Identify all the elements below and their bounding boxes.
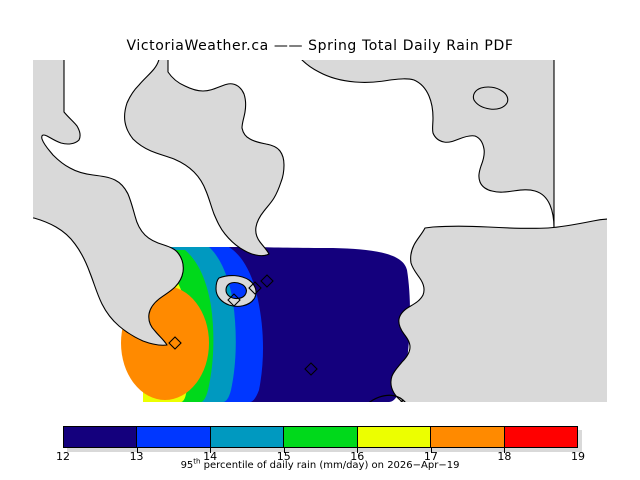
colorbar-tick-13 (136, 448, 138, 453)
colorbar-tick-15 (283, 448, 285, 453)
colorbar-label-14: 14 (203, 450, 218, 463)
landmass-east-coast (390, 218, 607, 402)
colorbar-tick-16 (357, 448, 359, 453)
colorbar-segment-14-15[interactable] (210, 427, 285, 447)
colorbar-tick-14 (210, 448, 212, 453)
landmass-main (33, 60, 184, 346)
map-panel[interactable] (33, 60, 607, 402)
page-title: VictoriaWeather.ca —— Spring Total Daily… (126, 38, 514, 54)
colorbar-label-12: 12 (56, 450, 70, 463)
colorbar-segment-13-14[interactable] (137, 427, 211, 447)
colorbar-tick-18 (504, 448, 506, 453)
caption-suffix: percentile of daily rain (mm/day) on 202… (200, 460, 460, 471)
colorbar-segments[interactable] (63, 426, 578, 448)
station-marker[interactable] (304, 362, 318, 376)
colorbar-segment-15-16[interactable] (284, 427, 358, 447)
colorbar-label-17: 17 (423, 450, 438, 463)
island-outline-large (369, 394, 406, 402)
colorbar-label-18: 18 (497, 450, 512, 463)
landmass-ne-island (472, 86, 509, 110)
colorbar-label-19: 19 (571, 450, 585, 463)
station-marker[interactable] (248, 281, 262, 295)
station-marker[interactable] (260, 274, 274, 288)
colorbar-label-13: 13 (129, 450, 144, 463)
station-marker-layer[interactable] (168, 274, 409, 402)
colorbar-segment-12-13[interactable] (64, 427, 138, 447)
landmass-islet-north (215, 275, 257, 307)
station-marker[interactable] (168, 336, 182, 350)
colorbar-label-16: 16 (350, 450, 365, 463)
colorbar-segment-16-17[interactable] (357, 427, 432, 447)
colorbar-label-15: 15 (276, 450, 291, 463)
island-outline-layer (369, 394, 406, 402)
caption-superscript: th (193, 457, 201, 466)
colorbar-ticks (63, 448, 578, 453)
station-marker[interactable] (227, 293, 241, 307)
figure-caption: 95th percentile of daily rain (mm/day) o… (0, 457, 640, 471)
colorbar-tick-labels: 12 13 14 15 16 17 18 19 (0, 450, 640, 464)
caption-prefix: 95 (180, 460, 194, 471)
colorbar-segment-18-19[interactable] (504, 427, 577, 447)
landmass-north (124, 60, 285, 257)
land-layer (33, 60, 607, 402)
colorbar-segment-17-18[interactable] (431, 427, 505, 447)
colorbar-tick-17 (430, 448, 432, 453)
map-canvas[interactable] (33, 60, 607, 402)
colorbar[interactable] (63, 426, 582, 452)
